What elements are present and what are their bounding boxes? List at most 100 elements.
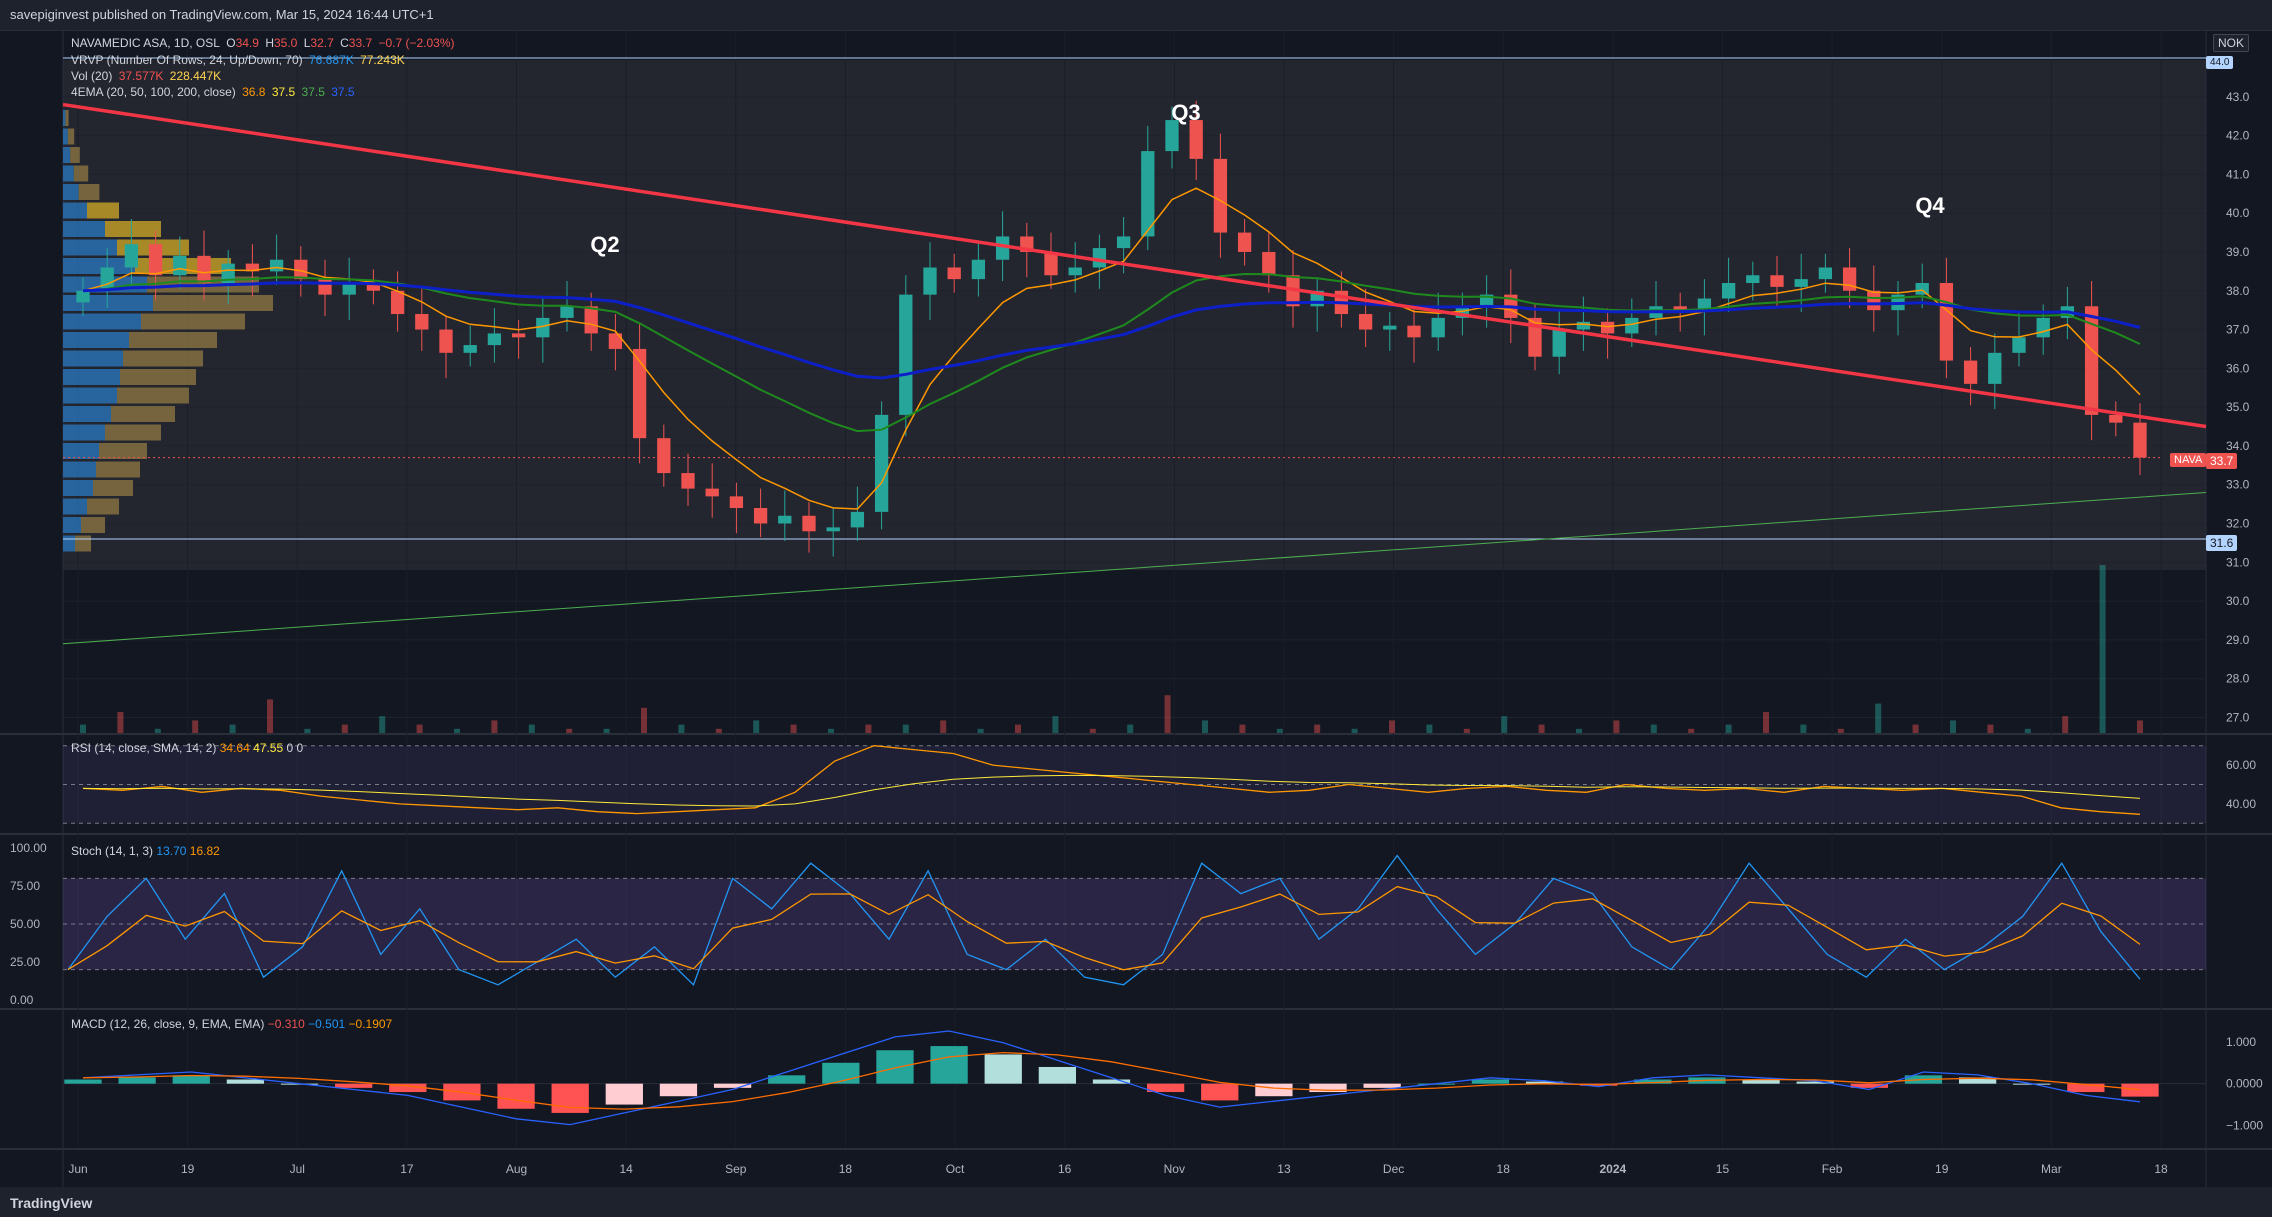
ema200-value: 37.5 xyxy=(331,85,355,99)
support-price-tag: 31.6 xyxy=(2206,535,2238,551)
candle-body xyxy=(2133,422,2147,458)
macd-histogram-bar xyxy=(2121,1083,2159,1097)
macd-histogram-bar xyxy=(2067,1083,2105,1093)
currency-button[interactable]: NOK xyxy=(2213,34,2250,52)
chart-canvas[interactable]: 27.0 28.0 29.0 30.0 31.0 32.0 33.0 34.0 35.0 36.0… xyxy=(0,30,2272,1187)
candle-body xyxy=(1431,317,1445,338)
price-tick-label: 28.0 xyxy=(2226,672,2250,686)
volume-profile-down-bar xyxy=(65,110,69,126)
time-tick-label: 2024 xyxy=(1599,1162,1626,1176)
volume-profile-up-bar xyxy=(63,517,81,533)
candle-body xyxy=(173,255,187,276)
candle-body xyxy=(1576,321,1591,330)
rsi-legend: RSI (14, close, SMA, 14, 2) 34.64 47.55 … xyxy=(71,741,303,755)
quarter-annotation: Q2 xyxy=(590,232,619,257)
symbol-name: NAVAMEDIC ASA, 1D, OSL xyxy=(71,36,220,50)
macd-histogram-bar xyxy=(1363,1083,1401,1088)
volume-bar xyxy=(1800,724,1807,733)
candle-body xyxy=(1697,298,1712,311)
candle-body xyxy=(1479,294,1494,307)
volume-profile-down-bar xyxy=(75,535,91,552)
volume-bar xyxy=(1763,712,1769,733)
vol-label: Vol (20) xyxy=(71,69,113,83)
volume-bar xyxy=(1052,716,1059,733)
candle-body xyxy=(705,488,719,497)
candle-body xyxy=(2036,317,2050,338)
time-tick-label: 13 xyxy=(1277,1162,1291,1176)
volume-profile-down-bar xyxy=(99,443,147,459)
candle-body xyxy=(1068,267,1082,276)
change-value: −0.7 (−2.03%) xyxy=(378,36,455,50)
price-tick-label: 40.0 xyxy=(2226,206,2250,220)
macd-signal: −0.1907 xyxy=(348,1017,393,1031)
candle-body xyxy=(729,496,744,508)
volume-bar xyxy=(1164,695,1171,733)
stoch-pane xyxy=(63,836,2206,1008)
candle-body xyxy=(1407,325,1421,338)
volume-profile-up-bar xyxy=(63,443,99,459)
high-label: H xyxy=(265,36,274,50)
volume-legend: Vol (20) 37.577K 228.447K xyxy=(71,69,224,83)
candle-body xyxy=(899,294,913,415)
volume-bar xyxy=(1426,724,1433,733)
descending-trendline xyxy=(62,102,2207,429)
candle-body xyxy=(1141,151,1155,237)
candle-body xyxy=(1794,279,1808,287)
candle-body xyxy=(1383,325,1397,330)
volume-bar xyxy=(117,712,124,733)
candle-body xyxy=(2012,337,2026,353)
vrvp-label: VRVP (Number Of Rows, 24, Up/Down, 70) xyxy=(71,53,303,67)
low-label: L xyxy=(303,36,311,50)
macd-histogram-bar xyxy=(876,1050,914,1084)
candle-body xyxy=(124,244,139,268)
volume-profile-up-bar xyxy=(63,424,105,441)
volume-bar xyxy=(790,724,797,733)
candle-body xyxy=(923,267,937,295)
candle-body xyxy=(245,263,260,272)
volume-profile-up-bar xyxy=(63,184,79,200)
macd-histogram-bar xyxy=(1796,1081,1834,1084)
tradingview-logo-text: TradingView xyxy=(10,1195,93,1211)
candle-body xyxy=(584,306,598,334)
volume-bar xyxy=(416,724,423,733)
ema-legend: 4EMA (20, 50, 100, 200, close) 36.8 37.5… xyxy=(71,85,358,99)
price-tick-label: 36.0 xyxy=(2226,361,2250,375)
price-tick-label: 33.0 xyxy=(2226,478,2250,492)
rsi-v3: 0 xyxy=(286,741,294,755)
volume-bar xyxy=(566,728,573,733)
macd-legend: MACD (12, 26, close, 9, EMA, EMA) −0.310… xyxy=(71,1017,392,1031)
volume-bar xyxy=(715,728,722,733)
volume-bar xyxy=(1613,720,1620,733)
candle-body xyxy=(1625,317,1639,334)
volume-profile-up-bar xyxy=(63,110,66,126)
time-tick-label: 17 xyxy=(400,1162,414,1176)
candle-body xyxy=(1237,232,1252,252)
volume-bar xyxy=(491,720,498,733)
volume-profile-down-bar xyxy=(70,147,80,163)
volume-bar xyxy=(2062,716,2069,733)
volume-profile-down-bar xyxy=(129,332,217,348)
volume-profile-up-bar xyxy=(63,350,123,367)
candle-body xyxy=(1552,329,1566,357)
stoch-d-line xyxy=(67,885,2141,971)
candle-body xyxy=(1044,251,1058,276)
macd-histogram-bar xyxy=(1742,1079,1780,1084)
macd-histogram-bar xyxy=(1958,1077,1997,1084)
candle-body xyxy=(1721,283,1736,299)
open-value: 34.9 xyxy=(235,36,259,50)
macd-histogram-bar xyxy=(768,1075,806,1084)
volume-profile-down-bar xyxy=(81,517,105,533)
macd-histogram-bar xyxy=(605,1083,643,1105)
candle-body xyxy=(1867,290,1881,311)
price-tick-label: 31.0 xyxy=(2226,555,2250,569)
symbol-legend: NAVAMEDIC ASA, 1D, OSL O34.9 H35.0 L32.7… xyxy=(71,36,458,50)
volume-bar xyxy=(1239,724,1246,733)
candle-body xyxy=(415,314,429,330)
stoch-k: 13.70 xyxy=(156,844,187,858)
ema20-value: 36.8 xyxy=(242,85,266,99)
rsi-v2: 47.55 xyxy=(253,741,284,755)
candle-body xyxy=(1189,120,1203,159)
time-tick-label: 18 xyxy=(1497,1162,1511,1176)
volume-profile-up-bar xyxy=(63,406,111,422)
volume-bar xyxy=(1351,728,1358,733)
